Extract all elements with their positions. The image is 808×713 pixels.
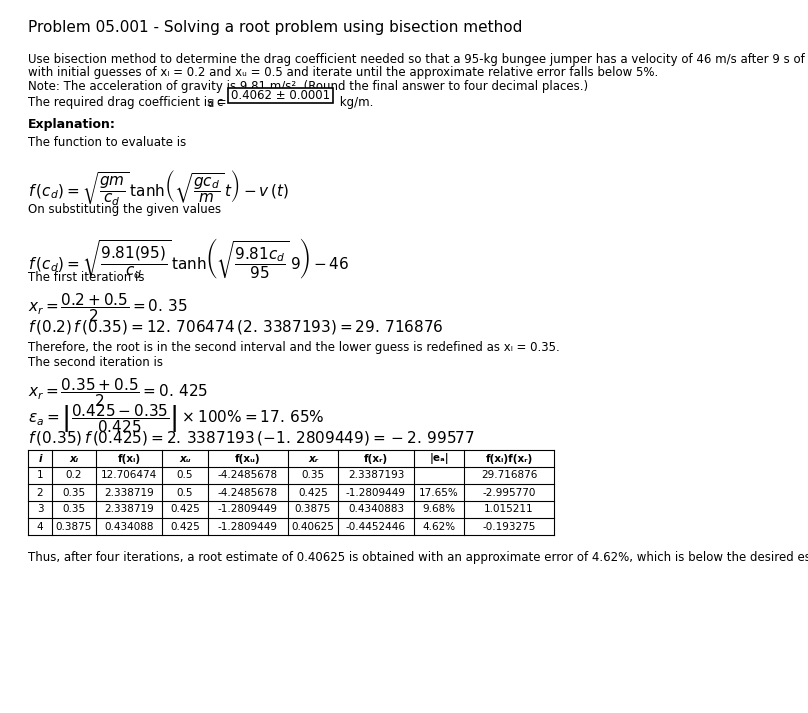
- Text: 3: 3: [36, 505, 44, 515]
- Text: 2: 2: [36, 488, 44, 498]
- Text: 0.40625: 0.40625: [292, 521, 335, 531]
- Text: 0.3875: 0.3875: [56, 521, 92, 531]
- Text: $f\,(0.2)\,f\,(0.35) = 12.\,706474\,(2.\,3387193) = 29.\,716876$: $f\,(0.2)\,f\,(0.35) = 12.\,706474\,(2.\…: [28, 318, 444, 336]
- Text: -4.2485678: -4.2485678: [218, 488, 278, 498]
- Bar: [28, 450, 554, 535]
- Text: $f\,(c_d) = \sqrt{\dfrac{9.81(95)}{c_d}}\,\tanh\!\left(\sqrt{\dfrac{9.81c_d}{95}: $f\,(c_d) = \sqrt{\dfrac{9.81(95)}{c_d}}…: [28, 237, 349, 281]
- Text: |eₐ|: |eₐ|: [429, 453, 448, 464]
- FancyBboxPatch shape: [228, 88, 333, 103]
- Text: 0.35: 0.35: [62, 505, 86, 515]
- Text: -1.2809449: -1.2809449: [218, 505, 278, 515]
- Text: 0.5: 0.5: [177, 471, 193, 481]
- Text: -1.2809449: -1.2809449: [218, 521, 278, 531]
- Text: f(xᵣ): f(xᵣ): [364, 453, 388, 463]
- Text: 0.4062 ± 0.0001: 0.4062 ± 0.0001: [231, 89, 330, 102]
- Text: f(xₗ)f(xᵣ): f(xₗ)f(xᵣ): [486, 453, 532, 463]
- Text: 0.2: 0.2: [65, 471, 82, 481]
- Text: The second iteration is: The second iteration is: [28, 356, 163, 369]
- Text: 29.716876: 29.716876: [481, 471, 537, 481]
- Text: -0.193275: -0.193275: [482, 521, 536, 531]
- Text: 0.425: 0.425: [170, 505, 200, 515]
- Text: $x_r = \dfrac{0.35+0.5}{2} = 0.\,425$: $x_r = \dfrac{0.35+0.5}{2} = 0.\,425$: [28, 376, 208, 409]
- Text: -1.2809449: -1.2809449: [346, 488, 406, 498]
- Text: -4.2485678: -4.2485678: [218, 471, 278, 481]
- Text: 4.62%: 4.62%: [423, 521, 456, 531]
- Text: xᵣ: xᵣ: [308, 453, 318, 463]
- Text: 2.338719: 2.338719: [104, 488, 154, 498]
- Text: 12.706474: 12.706474: [101, 471, 157, 481]
- Text: On substituting the given values: On substituting the given values: [28, 203, 221, 216]
- Text: 2.338719: 2.338719: [104, 505, 154, 515]
- Text: $f\,(c_d) = \sqrt{\dfrac{gm}{c_d}}\,\tanh\!\left(\sqrt{\dfrac{gc_d}{m}}\,t\right: $f\,(c_d) = \sqrt{\dfrac{gm}{c_d}}\,\tan…: [28, 168, 289, 207]
- Text: 1.015211: 1.015211: [484, 505, 534, 515]
- Text: Thus, after four iterations, a root estimate of 0.40625 is obtained with an appr: Thus, after four iterations, a root esti…: [28, 551, 808, 564]
- Text: -2.995770: -2.995770: [482, 488, 536, 498]
- Text: 1: 1: [36, 471, 44, 481]
- Text: 0.4340883: 0.4340883: [348, 505, 404, 515]
- Text: d: d: [207, 99, 213, 109]
- Text: Therefore, the root is in the second interval and the lower guess is redefined a: Therefore, the root is in the second int…: [28, 341, 560, 354]
- Text: $f\,(0.35)\,f\,(0.425) = 2.\,3387193\,(-1.\,2809449) = -2.\,99577$: $f\,(0.35)\,f\,(0.425) = 2.\,3387193\,(-…: [28, 429, 474, 447]
- Text: $\varepsilon_a = \left|\dfrac{0.425-0.35}{0.425}\right| \times 100\% = 17.\,65\%: $\varepsilon_a = \left|\dfrac{0.425-0.35…: [28, 402, 325, 435]
- Text: 2.3387193: 2.3387193: [347, 471, 404, 481]
- Text: i: i: [38, 453, 42, 463]
- Text: f(xᵤ): f(xᵤ): [235, 453, 261, 463]
- Text: 0.3875: 0.3875: [295, 505, 331, 515]
- Text: xₗ: xₗ: [69, 453, 78, 463]
- Text: The first iteration is: The first iteration is: [28, 271, 145, 284]
- Text: Note: The acceleration of gravity is 9.81 m/s². (Round the final answer to four : Note: The acceleration of gravity is 9.8…: [28, 80, 588, 93]
- Text: =: =: [213, 96, 226, 109]
- Text: 4: 4: [36, 521, 44, 531]
- Text: 17.65%: 17.65%: [419, 488, 459, 498]
- Text: 0.35: 0.35: [62, 488, 86, 498]
- Text: with initial guesses of xₗ = 0.2 and xᵤ = 0.5 and iterate until the approximate : with initial guesses of xₗ = 0.2 and xᵤ …: [28, 66, 659, 79]
- Text: kg/m.: kg/m.: [336, 96, 373, 109]
- Text: $x_r = \dfrac{0.2+0.5}{2} = 0.\,35$: $x_r = \dfrac{0.2+0.5}{2} = 0.\,35$: [28, 291, 188, 324]
- Text: 0.425: 0.425: [298, 488, 328, 498]
- Text: 0.425: 0.425: [170, 521, 200, 531]
- Text: f(xₗ): f(xₗ): [117, 453, 141, 463]
- Text: The required drag coefficient is c: The required drag coefficient is c: [28, 96, 223, 109]
- Text: 0.35: 0.35: [301, 471, 325, 481]
- Text: Explanation:: Explanation:: [28, 118, 116, 131]
- Text: Problem 05.001 - Solving a root problem using bisection method: Problem 05.001 - Solving a root problem …: [28, 20, 523, 35]
- Text: -0.4452446: -0.4452446: [346, 521, 406, 531]
- Text: xᵤ: xᵤ: [179, 453, 191, 463]
- Text: 0.434088: 0.434088: [104, 521, 154, 531]
- Text: 9.68%: 9.68%: [423, 505, 456, 515]
- Text: Use bisection method to determine the drag coefficient needed so that a 95-kg bu: Use bisection method to determine the dr…: [28, 53, 808, 66]
- Text: 0.5: 0.5: [177, 488, 193, 498]
- Text: The function to evaluate is: The function to evaluate is: [28, 136, 187, 149]
